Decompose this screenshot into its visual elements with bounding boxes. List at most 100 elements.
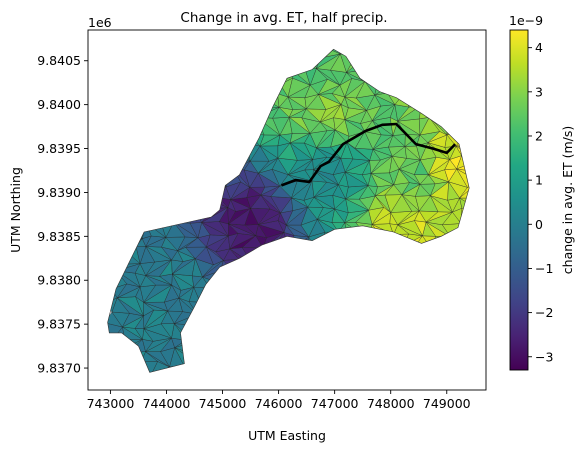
mesh-cell xyxy=(214,49,232,59)
mesh-cell xyxy=(242,336,261,355)
mesh-cell xyxy=(107,171,118,187)
mesh-cell xyxy=(118,195,138,214)
colorbar-tick-label: 3 xyxy=(535,84,543,99)
mesh-cell xyxy=(192,66,212,86)
mesh-cell xyxy=(216,351,230,365)
mesh-cell xyxy=(316,324,338,339)
mesh-cell xyxy=(389,297,405,317)
mesh-cell xyxy=(371,234,394,249)
mesh-cell xyxy=(158,96,174,107)
mesh-cell xyxy=(332,337,349,353)
mesh-cell xyxy=(233,91,256,111)
mesh-cell xyxy=(148,122,172,134)
mesh-cell xyxy=(122,219,143,239)
mesh-cell xyxy=(259,348,279,366)
mesh-cell xyxy=(163,158,180,173)
mesh-cell xyxy=(231,49,257,54)
mesh-cell xyxy=(139,69,151,81)
mesh-cell xyxy=(461,286,470,303)
mesh-cell xyxy=(420,302,440,316)
mesh-cell xyxy=(258,284,281,300)
mesh-cell xyxy=(111,142,128,160)
mesh-cell xyxy=(402,49,421,56)
mesh-cell xyxy=(160,143,174,160)
mesh-cell xyxy=(277,352,298,366)
mesh-cell xyxy=(243,364,264,373)
mesh-cell xyxy=(120,78,141,93)
mesh-cell xyxy=(204,338,228,351)
mesh-cell xyxy=(178,170,195,186)
mesh-cell xyxy=(214,315,234,330)
mesh-cell xyxy=(132,55,144,70)
mesh-cell xyxy=(422,363,440,373)
mesh-cell xyxy=(144,130,172,145)
mesh-cell xyxy=(451,54,463,70)
mesh-cell xyxy=(173,119,201,137)
mesh-cell xyxy=(225,353,237,366)
mesh-cell xyxy=(316,251,339,263)
mesh-cell xyxy=(347,348,368,365)
mesh-cell xyxy=(142,49,159,60)
mesh-cell xyxy=(221,133,237,146)
mesh-cell xyxy=(107,350,118,362)
mesh-cell xyxy=(107,340,118,353)
mesh-cell xyxy=(201,143,226,163)
mesh-cell xyxy=(232,324,251,338)
mesh-cell xyxy=(173,95,194,105)
mesh-cell xyxy=(185,341,206,352)
mesh-cell xyxy=(176,55,195,73)
mesh-cell xyxy=(249,81,264,98)
mesh-cell xyxy=(147,169,167,185)
mesh-cell xyxy=(250,324,266,338)
mesh-cell xyxy=(111,339,126,353)
mesh-cell xyxy=(289,276,310,291)
colorbar-tick-label: 4 xyxy=(535,40,543,55)
y-tick-label: 9.8370 xyxy=(37,361,81,376)
mesh-cell xyxy=(137,207,154,224)
mesh-cell xyxy=(429,362,448,373)
mesh-cell xyxy=(227,328,237,342)
mesh-cell xyxy=(451,49,463,60)
mesh-cell xyxy=(309,296,328,315)
mesh-cell xyxy=(430,70,449,82)
mesh-cell xyxy=(201,135,223,148)
mesh-cell xyxy=(173,84,194,97)
mesh-cell xyxy=(312,262,339,275)
mesh-cell xyxy=(224,49,243,60)
mesh-cell xyxy=(130,49,144,57)
mesh-cell xyxy=(219,161,235,173)
mesh-cell xyxy=(234,68,255,83)
mesh-cell xyxy=(163,170,180,185)
mesh-cell xyxy=(204,338,228,352)
mesh-cell xyxy=(460,91,470,110)
mesh-cell xyxy=(107,258,117,271)
mesh-cell xyxy=(449,301,464,316)
mesh-cell xyxy=(459,181,470,199)
mesh-cell xyxy=(201,78,229,97)
mesh-cell xyxy=(421,91,440,109)
mesh-cell xyxy=(369,258,395,277)
mesh-cell xyxy=(450,232,469,250)
mesh-cell xyxy=(367,311,378,327)
mesh-cell xyxy=(122,212,138,227)
mesh-cell xyxy=(122,105,140,124)
y-tick-label: 9.8405 xyxy=(37,53,81,68)
mesh-cell xyxy=(299,287,320,304)
mesh-cell xyxy=(441,49,461,60)
mesh-cell xyxy=(446,337,457,349)
mesh-cell xyxy=(453,105,470,118)
mesh-cell xyxy=(199,301,226,316)
mesh-cell xyxy=(288,366,307,373)
mesh-cell xyxy=(348,297,369,316)
mesh-cell xyxy=(372,351,397,368)
colorbar: −3 −2 −1 0 1 2 3 4 1e−9 change in avg. ET (m/s) xyxy=(509,13,575,371)
mesh-cell xyxy=(343,246,366,265)
mesh-cell xyxy=(227,91,238,111)
mesh-cell xyxy=(403,299,421,316)
mesh-cell xyxy=(276,276,291,286)
mesh-cell xyxy=(303,349,315,368)
mesh-cell xyxy=(111,129,128,144)
mesh-cell xyxy=(286,349,307,368)
mesh-cell xyxy=(458,322,470,342)
mesh-cell xyxy=(191,198,208,209)
